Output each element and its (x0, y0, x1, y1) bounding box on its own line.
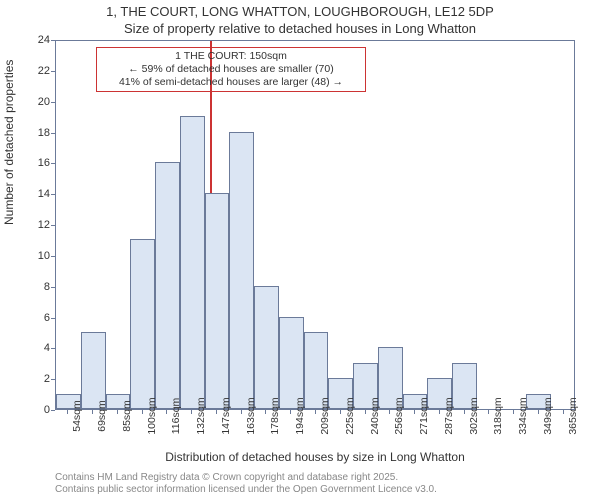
y-tick-mark (51, 287, 55, 288)
y-tick-label: 8 (44, 281, 50, 293)
attribution-line-1: Contains HM Land Registry data © Crown c… (55, 472, 437, 484)
x-tick-label: 318sqm (492, 397, 504, 434)
plot-area: 1 THE COURT: 150sqm← 59% of detached hou… (55, 40, 575, 410)
x-tick-mark (216, 410, 217, 414)
annotation-box: 1 THE COURT: 150sqm← 59% of detached hou… (96, 47, 366, 92)
y-tick-mark (51, 194, 55, 195)
x-tick-label: 163sqm (245, 397, 257, 434)
y-tick-label: 20 (38, 96, 50, 108)
x-tick-label: 240sqm (369, 397, 381, 434)
y-tick-label: 4 (44, 342, 50, 354)
x-tick-mark (414, 410, 415, 414)
x-tick-mark (166, 410, 167, 414)
y-tick-label: 24 (38, 34, 50, 46)
y-tick-label: 0 (44, 404, 50, 416)
histogram-bar (254, 286, 279, 409)
attribution-text: Contains HM Land Registry data © Crown c… (55, 472, 437, 496)
x-tick-mark (241, 410, 242, 414)
x-tick-mark (315, 410, 316, 414)
y-tick-mark (51, 348, 55, 349)
x-tick-mark (191, 410, 192, 414)
y-tick-mark (51, 379, 55, 380)
x-tick-label: 302sqm (468, 397, 480, 434)
y-tick-mark (51, 163, 55, 164)
histogram-bar (180, 116, 205, 409)
x-tick-label: 116sqm (170, 398, 182, 435)
histogram-bar (229, 132, 254, 410)
chart-title-main: 1, THE COURT, LONG WHATTON, LOUGHBOROUGH… (0, 4, 600, 19)
x-tick-label: 287sqm (443, 397, 455, 434)
x-tick-mark (290, 410, 291, 414)
y-tick-mark (51, 256, 55, 257)
x-tick-label: 271sqm (418, 397, 430, 434)
x-tick-label: 147sqm (220, 397, 232, 434)
x-tick-label: 256sqm (393, 397, 405, 434)
y-tick-mark (51, 225, 55, 226)
histogram-bar (279, 317, 304, 410)
x-tick-mark (513, 410, 514, 414)
y-tick-label: 10 (38, 250, 50, 262)
y-tick-mark (51, 410, 55, 411)
x-tick-mark (265, 410, 266, 414)
histogram-bar (205, 193, 230, 409)
x-tick-mark (117, 410, 118, 414)
x-tick-label: 178sqm (269, 397, 281, 434)
x-tick-label: 100sqm (146, 397, 158, 434)
x-tick-mark (439, 410, 440, 414)
chart-title-sub: Size of property relative to detached ho… (0, 21, 600, 36)
x-tick-label: 69sqm (96, 400, 108, 432)
x-tick-mark (142, 410, 143, 414)
x-tick-mark (365, 410, 366, 414)
x-tick-mark (389, 410, 390, 414)
x-tick-label: 209sqm (319, 397, 331, 434)
x-tick-mark (538, 410, 539, 414)
y-tick-label: 18 (38, 127, 50, 139)
y-tick-label: 6 (44, 312, 50, 324)
histogram-bar (155, 162, 180, 409)
histogram-bar (81, 332, 106, 409)
y-tick-label: 14 (38, 188, 50, 200)
x-tick-label: 334sqm (517, 397, 529, 434)
x-tick-mark (488, 410, 489, 414)
y-tick-label: 2 (44, 373, 50, 385)
x-tick-label: 365sqm (567, 397, 579, 434)
chart-container: 1, THE COURT, LONG WHATTON, LOUGHBOROUGH… (0, 0, 600, 500)
x-axis-label: Distribution of detached houses by size … (55, 450, 575, 464)
x-tick-mark (464, 410, 465, 414)
x-tick-label: 225sqm (344, 397, 356, 434)
y-tick-mark (51, 318, 55, 319)
x-tick-mark (92, 410, 93, 414)
y-tick-label: 16 (38, 157, 50, 169)
x-tick-label: 194sqm (294, 397, 306, 434)
y-tick-label: 12 (38, 219, 50, 231)
y-tick-mark (51, 133, 55, 134)
x-tick-mark (67, 410, 68, 414)
y-tick-mark (51, 102, 55, 103)
x-tick-mark (340, 410, 341, 414)
x-tick-label: 349sqm (542, 397, 554, 434)
y-tick-mark (51, 40, 55, 41)
y-tick-label: 22 (38, 65, 50, 77)
x-tick-label: 54sqm (71, 400, 83, 432)
x-tick-label: 132sqm (195, 397, 207, 434)
x-tick-mark (563, 410, 564, 414)
histogram-bar (130, 239, 155, 409)
x-tick-label: 85sqm (121, 400, 133, 432)
y-tick-mark (51, 71, 55, 72)
attribution-line-2: Contains public sector information licen… (55, 484, 437, 496)
y-axis-label: Number of detached properties (2, 60, 16, 225)
